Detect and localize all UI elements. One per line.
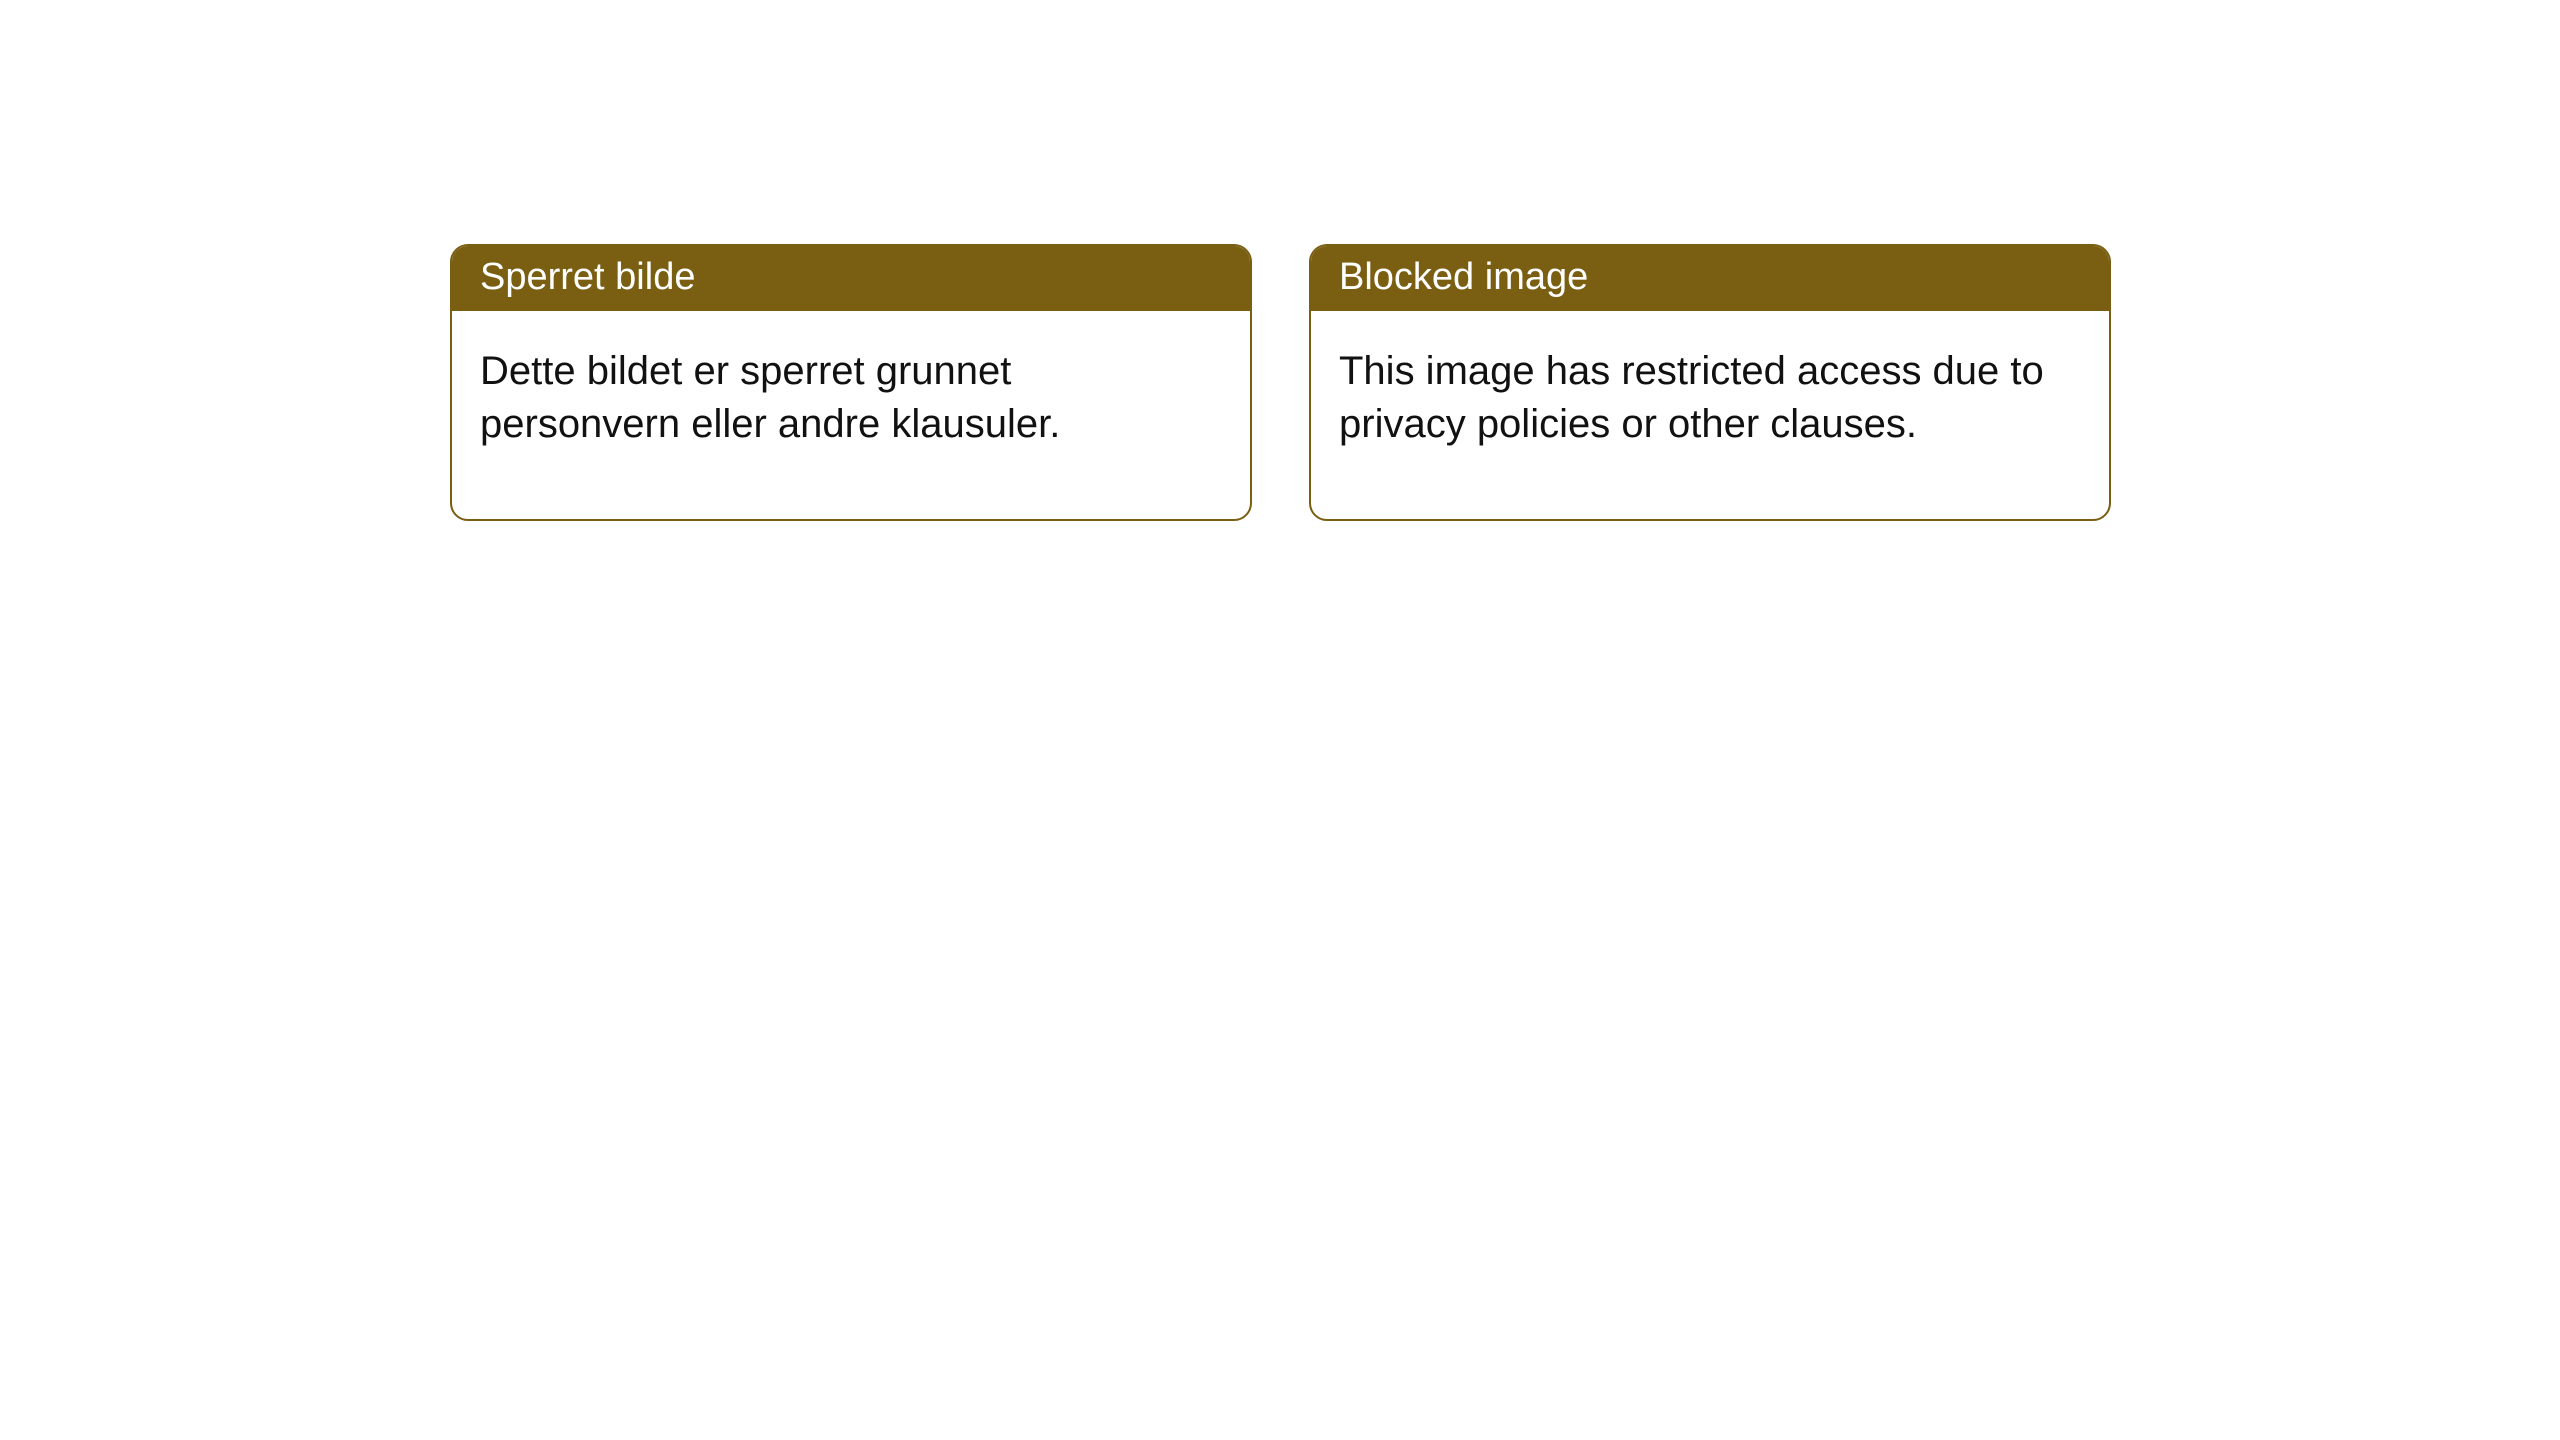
- notice-card-body: This image has restricted access due to …: [1311, 311, 2109, 519]
- notice-card-title: Sperret bilde: [452, 246, 1250, 311]
- notice-card-body: Dette bildet er sperret grunnet personve…: [452, 311, 1250, 519]
- notice-card-english: Blocked image This image has restricted …: [1309, 244, 2111, 521]
- notice-card-norwegian: Sperret bilde Dette bildet er sperret gr…: [450, 244, 1252, 521]
- notice-card-title: Blocked image: [1311, 246, 2109, 311]
- notice-container: Sperret bilde Dette bildet er sperret gr…: [0, 0, 2560, 521]
